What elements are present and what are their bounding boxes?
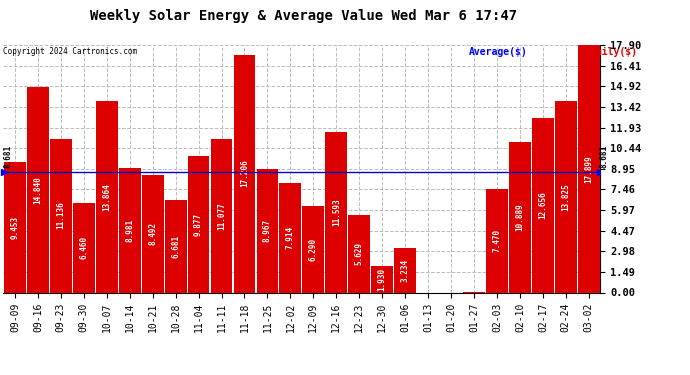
Text: 8.681: 8.681 [4, 145, 13, 168]
Text: Daily($): Daily($) [590, 47, 637, 57]
Text: 17.899: 17.899 [584, 155, 593, 183]
Text: 6.460: 6.460 [79, 236, 88, 260]
Text: 8.981: 8.981 [125, 219, 135, 242]
Bar [4, 162, 26, 292]
Text: 8.967: 8.967 [263, 219, 272, 242]
Bar [326, 132, 347, 292]
Text: 3.234: 3.234 [401, 259, 410, 282]
Text: 11.593: 11.593 [332, 198, 341, 226]
Bar [509, 142, 531, 292]
Text: 8.492: 8.492 [148, 222, 157, 245]
Text: Copyright 2024 Cartronics.com: Copyright 2024 Cartronics.com [3, 47, 137, 56]
Text: 13.825: 13.825 [562, 183, 571, 211]
Text: 17.206: 17.206 [240, 160, 249, 188]
Text: 10.889: 10.889 [515, 203, 524, 231]
Bar [234, 55, 255, 292]
Text: 14.840: 14.840 [33, 176, 42, 204]
Text: Average($): Average($) [469, 47, 528, 57]
Text: 7.470: 7.470 [493, 229, 502, 252]
Bar [188, 156, 210, 292]
Text: 1.930: 1.930 [377, 268, 386, 291]
Text: 9.453: 9.453 [10, 216, 19, 239]
Text: 7.914: 7.914 [286, 226, 295, 249]
Bar [50, 138, 72, 292]
Bar [486, 189, 508, 292]
Text: 9.877: 9.877 [194, 213, 203, 236]
Bar [73, 203, 95, 292]
Text: 13.864: 13.864 [102, 183, 111, 210]
Bar [371, 266, 393, 292]
Bar [210, 140, 233, 292]
Bar [279, 183, 302, 292]
Text: 6.681: 6.681 [171, 235, 180, 258]
Bar [257, 168, 278, 292]
Text: 11.077: 11.077 [217, 202, 226, 230]
Text: 5.629: 5.629 [355, 242, 364, 265]
Bar [578, 45, 600, 292]
Text: 8.681: 8.681 [600, 145, 609, 168]
Bar [27, 87, 49, 292]
Text: Weekly Solar Energy & Average Value Wed Mar 6 17:47: Weekly Solar Energy & Average Value Wed … [90, 9, 518, 23]
Bar [532, 117, 554, 292]
Bar [394, 248, 416, 292]
Text: 11.136: 11.136 [57, 202, 66, 229]
Bar [555, 101, 577, 292]
Text: 6.290: 6.290 [309, 237, 318, 261]
Bar [302, 206, 324, 292]
Text: 12.656: 12.656 [538, 191, 547, 219]
Bar [119, 168, 141, 292]
Bar [165, 200, 186, 292]
Bar [96, 101, 118, 292]
Bar [348, 214, 370, 292]
Bar [141, 175, 164, 292]
